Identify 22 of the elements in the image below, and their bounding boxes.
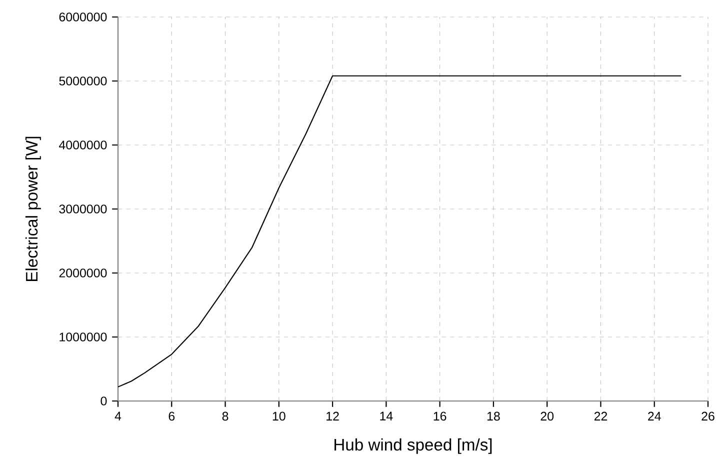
x-tick-label: 16 (434, 412, 446, 421)
y-tick-label: 3000000 (59, 204, 107, 214)
line-series (118, 75, 682, 388)
x-tick-label: 6 (168, 412, 175, 421)
x-tick-label: 18 (487, 412, 500, 421)
x-tick-label: 10 (272, 412, 286, 421)
x-tick-label: 26 (702, 412, 714, 421)
y-tick-label: 6000000 (59, 12, 107, 22)
x-tick-label: 12 (326, 412, 339, 420)
y-axis-title: Electrical power [W] (25, 136, 41, 281)
y-tick-label: 5000000 (59, 76, 107, 86)
x-axis-title: Hub wind speed [m/s] (334, 438, 492, 454)
x-tick-label: 24 (648, 412, 661, 420)
x-tick-label: 8 (222, 412, 228, 421)
x-tick-label: 22 (594, 412, 608, 420)
y-tick-label: 4000000 (59, 140, 107, 150)
x-tick-label: 4 (114, 412, 122, 420)
x-tick-label: 14 (380, 412, 393, 420)
y-tick-label: 1000000 (60, 332, 107, 342)
y-tick-label: 0 (100, 396, 107, 406)
x-tick-label: 20 (540, 412, 554, 421)
y-tick-label: 2000000 (59, 268, 107, 278)
